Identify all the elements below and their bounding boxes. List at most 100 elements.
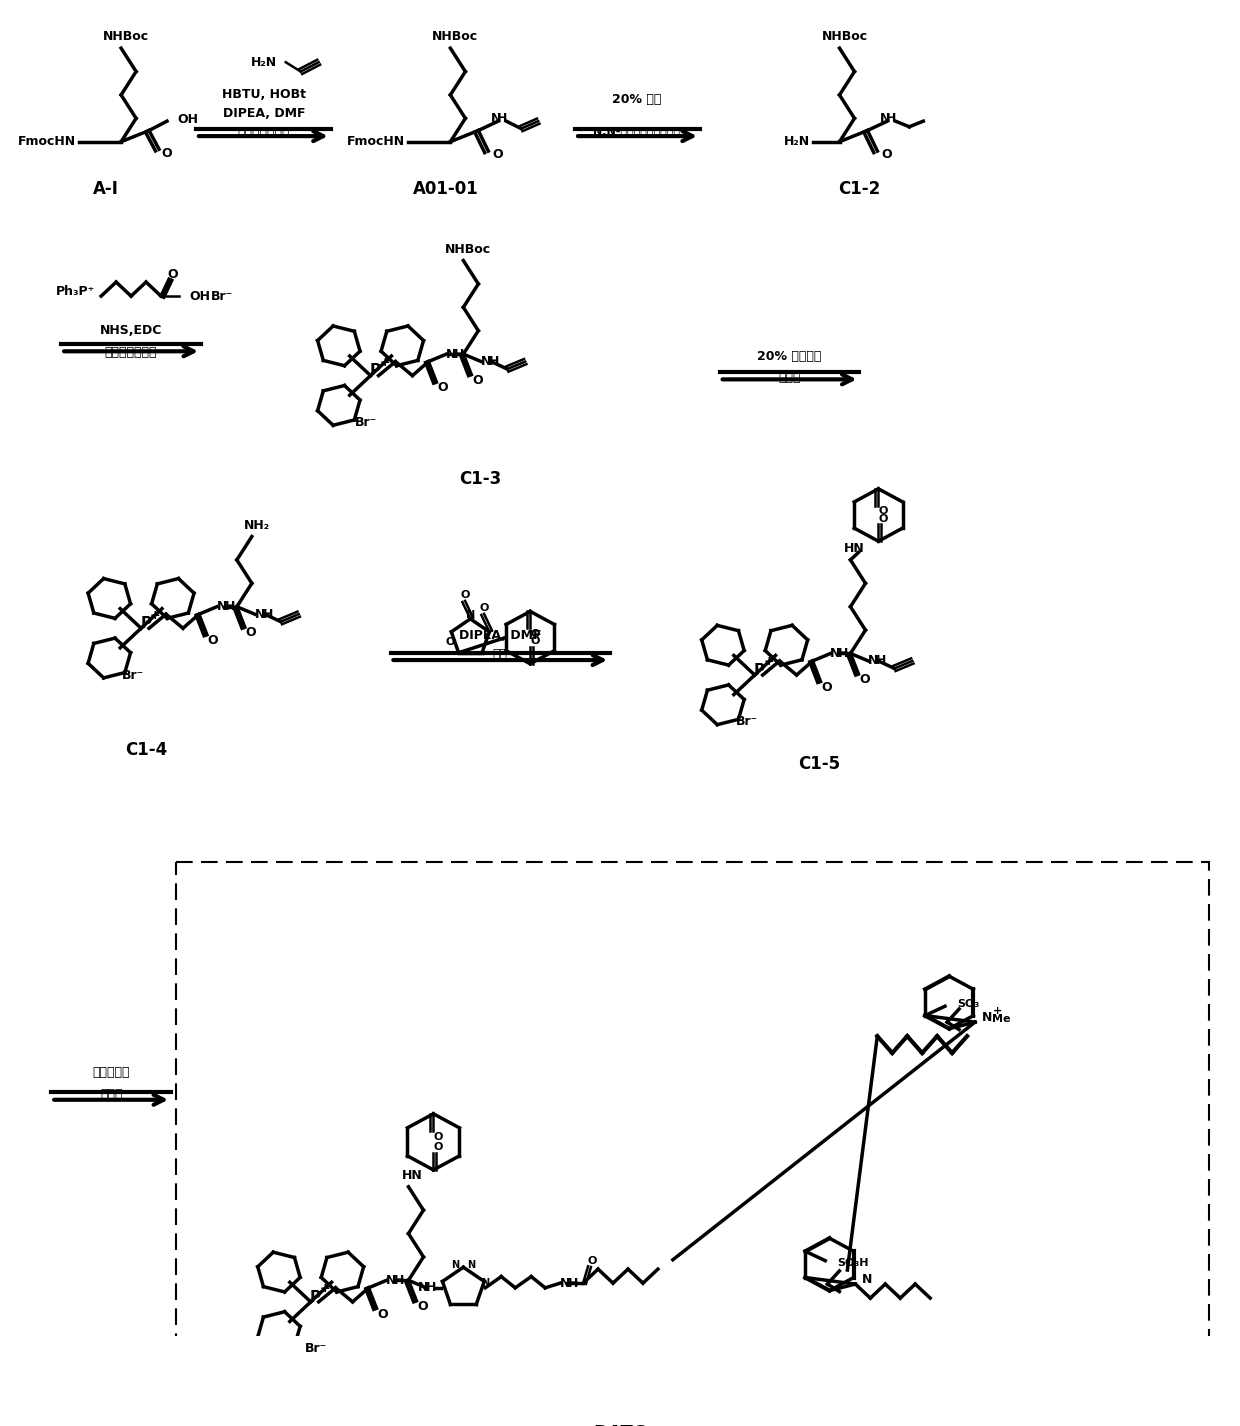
Text: 20% 哌啶: 20% 哌啶 [613,93,662,106]
Text: C1-5: C1-5 [799,754,841,773]
Text: O: O [472,374,482,386]
Text: C1-2: C1-2 [838,180,880,198]
Text: DIPEA, DMF: DIPEA, DMF [222,107,305,120]
Text: +: + [379,356,389,369]
Text: SO₃: SO₃ [957,1000,980,1010]
Text: P: P [140,616,151,632]
Text: O: O [882,148,892,161]
Text: O: O [480,603,489,613]
Text: C1-3: C1-3 [459,469,501,488]
Text: H: H [568,1276,578,1289]
Text: O: O [445,637,455,647]
Text: +: + [320,1282,330,1295]
Text: DATC: DATC [594,1423,646,1426]
Text: N: N [467,1261,475,1271]
Text: O: O [436,381,448,394]
Text: NHBoc: NHBoc [433,30,479,43]
Text: N,N-二甲基甲酰胺，室温: N,N-二甲基甲酰胺，室温 [594,127,681,137]
Text: O: O [531,636,539,646]
Text: +: + [764,656,774,669]
Text: N: N [481,1278,490,1288]
Text: Br⁻: Br⁻ [211,289,233,302]
Text: H: H [489,355,500,368]
Text: OH: OH [188,289,210,302]
Text: O: O [588,1256,596,1266]
Text: O: O [859,673,869,686]
Text: N: N [560,1276,570,1289]
Text: P: P [754,663,765,677]
Text: H: H [427,1282,436,1295]
Text: O: O [434,1142,443,1152]
Text: 二氯甲烷，室温: 二氯甲烷，室温 [105,345,157,359]
Text: N: N [451,1261,460,1271]
Text: 室温，过夜反应: 室温，过夜反应 [238,125,290,138]
Text: H: H [877,655,887,667]
Text: O: O [167,268,179,281]
Text: N: N [880,111,890,125]
Text: O: O [434,1132,443,1142]
Text: NHBoc: NHBoc [445,242,491,255]
Text: O: O [460,590,470,600]
Text: NHBoc: NHBoc [103,30,149,43]
Text: NHS,EDC: NHS,EDC [100,324,162,337]
Text: N: N [831,647,841,660]
Text: NHBoc: NHBoc [821,30,868,43]
Text: +: + [992,1005,1002,1015]
Text: 冰水浴: 冰水浴 [779,371,801,384]
Text: N: N [387,1273,397,1286]
Text: NH₂: NH₂ [244,519,270,532]
Text: N: N [491,111,501,125]
Text: DIPEA, DMF: DIPEA, DMF [459,629,542,642]
Text: N: N [418,1282,429,1295]
Text: H: H [497,111,507,125]
Text: FmocHN: FmocHN [347,135,405,148]
Text: HBTU, HOBt: HBTU, HOBt [222,88,306,101]
Text: N: N [446,348,456,361]
Text: Me: Me [992,1014,1011,1024]
Text: H: H [887,111,897,125]
Text: A01-01: A01-01 [413,180,479,198]
Text: Br⁻: Br⁻ [735,716,758,729]
Text: H: H [394,1273,404,1286]
Text: Br⁻: Br⁻ [355,416,377,429]
Text: 硫酸铜: 硫酸铜 [100,1088,123,1101]
Text: A-I: A-I [93,180,119,198]
Text: N: N [982,1011,992,1024]
Text: O: O [531,629,539,639]
Text: N: N [862,1273,873,1286]
Text: O: O [377,1308,388,1320]
Text: 抗坏血酸钠: 抗坏血酸钠 [93,1067,130,1079]
Text: HN: HN [844,542,864,555]
Text: FmocHN: FmocHN [19,135,76,148]
Text: H: H [263,607,273,620]
Text: O: O [161,147,172,160]
Text: HN: HN [402,1169,423,1182]
Text: 室温: 室温 [492,647,507,660]
Text: H₂N: H₂N [784,135,810,148]
Text: SO₃H: SO₃H [837,1258,869,1268]
Text: N: N [254,607,265,620]
Text: O: O [417,1301,428,1313]
Text: Ph₃P⁺: Ph₃P⁺ [56,285,95,298]
Text: N: N [217,600,227,613]
Text: P: P [310,1289,321,1305]
Text: Br⁻: Br⁻ [122,669,144,682]
Text: O: O [821,680,832,693]
Text: O: O [879,513,888,523]
Text: Br⁻: Br⁻ [305,1342,327,1355]
Text: C1-4: C1-4 [125,742,167,759]
Text: O: O [879,506,888,516]
Text: N: N [868,655,879,667]
Text: O: O [492,148,502,161]
Text: N: N [481,355,491,368]
Text: O: O [207,635,218,647]
Text: O: O [246,626,257,639]
Text: H: H [838,647,848,660]
Text: H: H [224,600,236,613]
Text: H: H [454,348,465,361]
Text: 20% 三氟乙酸: 20% 三氟乙酸 [758,351,822,364]
Text: N: N [466,610,475,620]
Text: H₂N: H₂N [250,56,277,68]
Text: P: P [370,364,381,378]
Text: OH: OH [177,113,198,125]
